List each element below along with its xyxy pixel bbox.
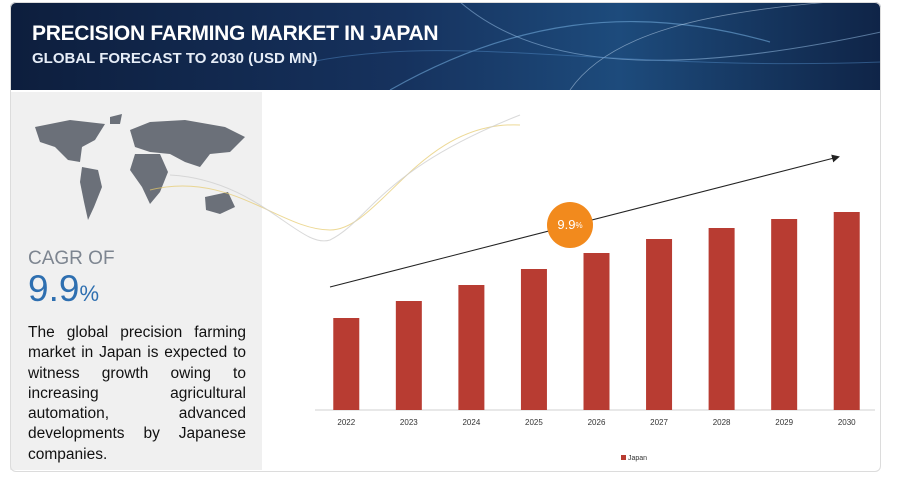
cagr-bubble-value: 9.9 <box>557 217 575 232</box>
decor-curve <box>169 114 521 242</box>
x-tick-label: 2029 <box>775 418 793 427</box>
cagr-bubble-label: 9.9% <box>557 217 582 232</box>
cagr-number: 9.9 <box>28 268 80 309</box>
x-tick-label: 2026 <box>588 418 606 427</box>
x-tick-label: 2030 <box>838 418 856 427</box>
x-tick-label: 2027 <box>650 418 668 427</box>
legend-label: Japan <box>628 455 647 462</box>
bar <box>708 228 735 410</box>
x-tick-label: 2024 <box>462 418 480 427</box>
bar <box>833 212 860 410</box>
decor-curve <box>149 124 521 231</box>
cagr-bubble <box>547 202 593 248</box>
cagr-unit: % <box>79 281 99 306</box>
cagr-value: 9.9% <box>28 268 99 310</box>
x-tick-label: 2025 <box>525 418 543 427</box>
bar <box>333 318 360 410</box>
cagr-bubble-unit: % <box>575 221 582 230</box>
bar <box>458 285 485 410</box>
bar <box>520 269 547 410</box>
header: PRECISION FARMING MARKET IN JAPAN GLOBAL… <box>10 2 881 90</box>
x-tick-label: 2028 <box>713 418 731 427</box>
header-decoration <box>309 2 881 90</box>
bar <box>395 301 422 410</box>
legend-swatch <box>621 455 626 460</box>
bar <box>771 219 798 410</box>
bar <box>646 239 673 410</box>
description: The global precision farming market in J… <box>28 324 246 463</box>
cagr-label: CAGR OF <box>28 248 115 269</box>
x-tick-label: 2023 <box>400 418 418 427</box>
side-panel <box>10 92 262 470</box>
title: PRECISION FARMING MARKET IN JAPAN <box>32 22 439 45</box>
world-map-icon <box>35 114 245 220</box>
subtitle: GLOBAL FORECAST TO 2030 (USD MN) <box>32 50 318 67</box>
x-tick-label: 2022 <box>337 418 355 427</box>
bar <box>583 253 610 410</box>
